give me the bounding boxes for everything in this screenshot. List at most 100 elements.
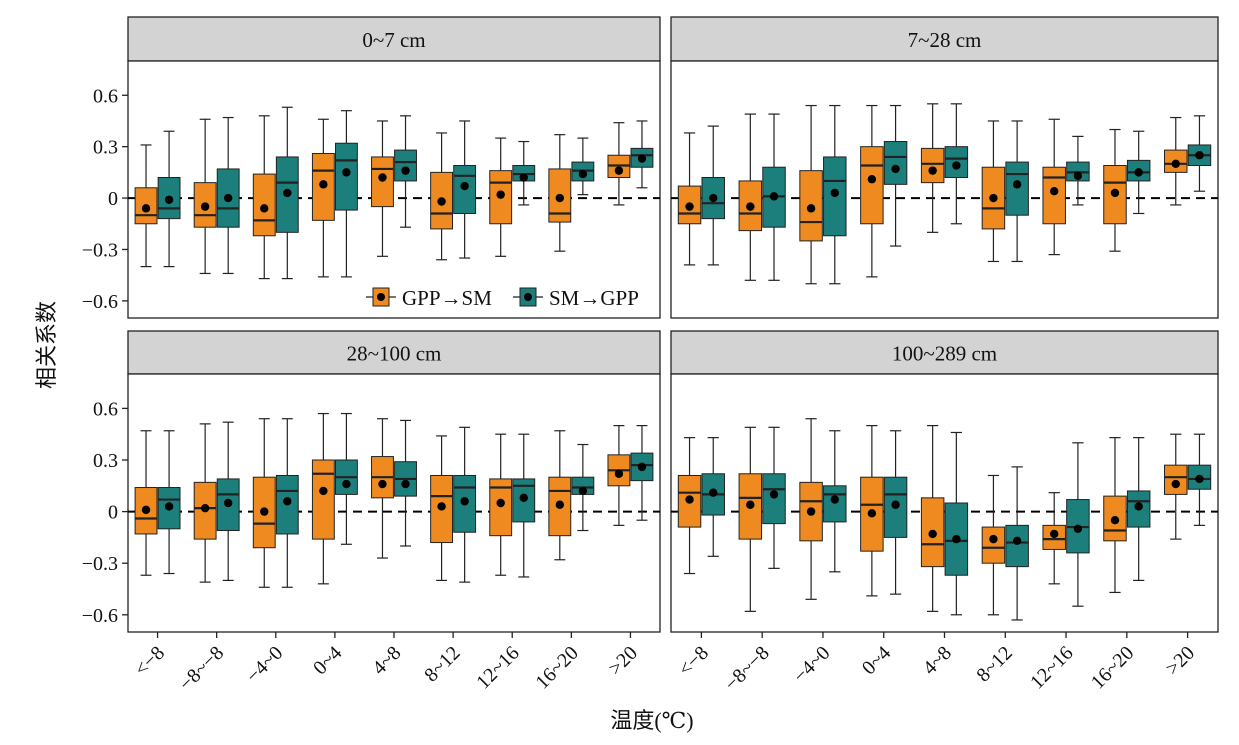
box-sm-gpp: [1187, 433, 1212, 526]
x-tick-label: 8~12: [972, 642, 1016, 686]
legend-label: GPP→SM: [402, 286, 492, 310]
box-mean-point: [283, 497, 292, 506]
box-mean-point: [260, 507, 269, 516]
y-tick-label: 0.6: [93, 85, 118, 107]
panel-title: 100~289 cm: [892, 342, 997, 366]
box-gpp-sm: [489, 137, 513, 257]
box-mean-point: [519, 493, 528, 503]
legend-label: SM→GPP: [549, 286, 639, 310]
plot-frame: [127, 60, 661, 319]
y-tick-label: 0.3: [93, 137, 118, 159]
box-mean-point: [496, 498, 505, 508]
box-mean-point: [685, 495, 694, 504]
box-mean-point: [164, 502, 174, 511]
box-mean-point: [578, 169, 588, 179]
legend: GPP→SM SM→GPP: [366, 286, 639, 310]
box-iqr: [1005, 161, 1029, 216]
box-iqr: [762, 473, 786, 525]
box-sm-gpp: [1126, 437, 1151, 582]
panel-strip: [670, 330, 1219, 375]
panel-title: 7~28 cm: [908, 28, 982, 52]
box-gpp-sm: [311, 412, 335, 585]
box-mean-point: [1195, 151, 1204, 160]
box-gpp-sm: [252, 115, 276, 280]
box-mean-point: [989, 534, 998, 544]
box-gpp-sm: [252, 418, 276, 588]
box-gpp-sm: [134, 144, 158, 268]
box-mean-point: [806, 204, 816, 213]
x-tick-label: <−8: [674, 642, 713, 681]
box-mean-point: [1195, 474, 1204, 484]
x-tick-label: <−8: [131, 642, 170, 681]
box-mean-point: [342, 168, 351, 177]
box-gpp-sm: [981, 120, 1006, 263]
x-tick-label: 16~20: [1087, 642, 1138, 693]
box-mean-point: [437, 197, 446, 206]
x-tick-label: 4~8: [919, 642, 956, 679]
box-gpp-sm: [134, 430, 158, 576]
box-iqr: [860, 146, 884, 225]
box-mean-point: [928, 166, 937, 175]
box-mean-point: [830, 188, 839, 198]
box-sm-gpp: [944, 103, 969, 225]
box-mean-point: [555, 500, 565, 509]
box-mean-point: [685, 202, 694, 211]
box-iqr: [489, 478, 513, 537]
box-gpp-sm: [1103, 437, 1127, 594]
box-mean-point: [378, 173, 387, 182]
box-iqr: [334, 142, 358, 211]
box-gpp-sm: [799, 418, 823, 600]
box-iqr: [981, 526, 1006, 564]
box-gpp-sm: [738, 426, 763, 612]
panel-1: 0~7 cm 0.6 0.3 0 −0.3 −0.6: [82, 16, 661, 319]
box-iqr: [1005, 524, 1029, 568]
box-sm-gpp: [630, 425, 654, 521]
box-gpp-sm: [920, 103, 945, 233]
box-mean-point: [1073, 171, 1083, 180]
box-mean-point: [989, 193, 998, 203]
box-mean-point: [830, 495, 839, 504]
box-sm-gpp: [334, 110, 358, 278]
y-tick-label: −0.3: [82, 553, 118, 575]
box-sm-gpp: [453, 120, 477, 259]
box-mean-point: [614, 166, 624, 175]
box-sm-gpp: [1126, 130, 1151, 215]
box-sm-gpp: [1005, 466, 1029, 621]
x-tick-label: −8~−8: [175, 642, 228, 695]
panel-4: 100~289 cm <−8 −8~−8 −4~0 0~4 4~8 8~12 12~16 16~…: [670, 330, 1219, 695]
box-mean-point: [1110, 516, 1120, 525]
y-tick-label: −0.3: [82, 239, 118, 261]
box-mean-point: [1012, 536, 1022, 546]
box-gpp-sm: [371, 418, 394, 559]
x-tick-label: 16~20: [531, 642, 582, 693]
box-mean-point: [952, 161, 961, 170]
x-tick-label: −8~−8: [720, 642, 773, 695]
box-gpp-sm: [920, 425, 945, 612]
x-tick-label: 0~4: [309, 642, 346, 679]
box-gpp-sm: [677, 437, 702, 575]
box-mean-point: [928, 529, 937, 539]
box-gpp-sm: [1164, 116, 1188, 206]
box-gpp-sm: [860, 104, 884, 278]
box-mean-point: [709, 488, 718, 497]
box-mean-point: [164, 195, 174, 204]
plot-frame: [127, 373, 661, 633]
y-tick-label: −0.6: [82, 605, 118, 627]
box-sm-gpp: [630, 120, 654, 189]
box-mean-point: [746, 500, 755, 509]
panel-title: 28~100 cm: [347, 342, 442, 366]
box-gpp-sm: [860, 425, 884, 597]
box-sm-gpp: [216, 116, 240, 275]
box-sm-gpp: [512, 433, 536, 578]
box-gpp-sm: [1042, 118, 1066, 256]
box-gpp-sm: [311, 118, 335, 278]
panel-title: 0~7 cm: [362, 28, 425, 52]
box-sm-gpp: [512, 140, 536, 206]
x-tick-label: −4~0: [242, 642, 287, 687]
box-sm-gpp: [1066, 135, 1090, 206]
panel-3: 28~100 cm 0.6 0.3 0 −0.3 −0.6 <−8 −8~−8 −4~0 0~4 4…: [82, 330, 661, 695]
legend-key-point: [377, 293, 385, 301]
box-gpp-sm: [548, 430, 572, 561]
box-mean-point: [891, 500, 900, 509]
